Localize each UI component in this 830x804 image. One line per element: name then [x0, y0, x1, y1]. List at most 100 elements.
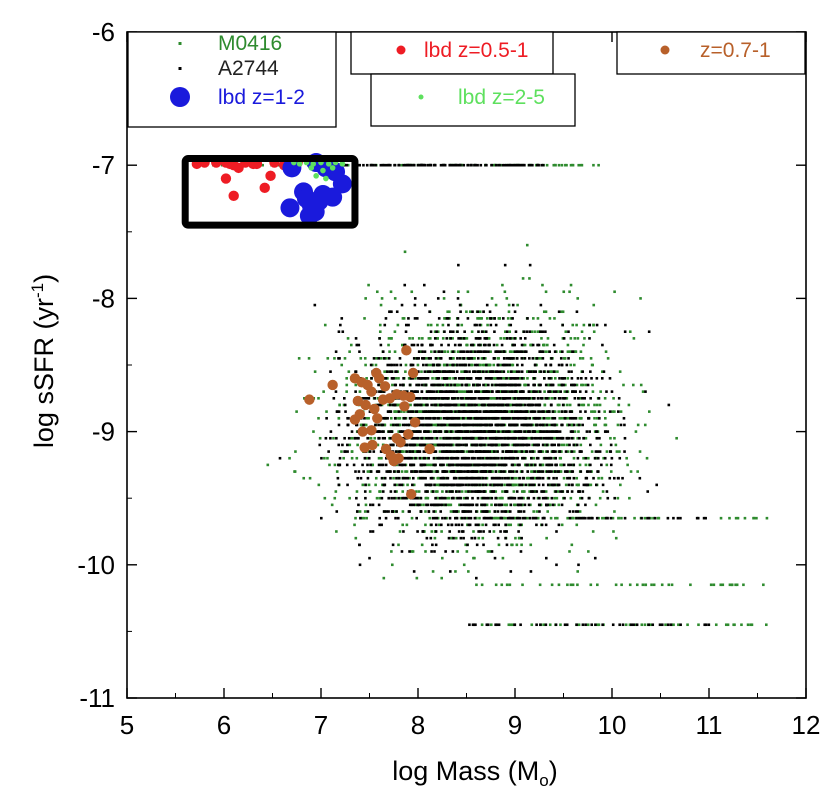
point-a2744	[467, 503, 470, 507]
point-a2744	[445, 450, 449, 453]
point-a2744	[506, 397, 510, 400]
point-a2744	[608, 476, 612, 480]
point-a2744	[409, 443, 412, 447]
point-a2744	[476, 357, 480, 360]
point-m0416	[422, 436, 426, 440]
point-a2744	[386, 470, 390, 473]
point-m0416	[510, 337, 514, 340]
point-a2744	[410, 470, 413, 473]
point-m0416	[649, 516, 652, 520]
point-a2744	[435, 436, 439, 440]
point-m0416	[490, 450, 493, 453]
point-m0416	[611, 410, 614, 413]
point-a2744	[517, 397, 521, 400]
point-a2744	[569, 383, 573, 387]
point-a2744	[543, 456, 547, 460]
point-a2744	[477, 430, 481, 433]
point-m0416	[603, 516, 607, 520]
point-m0416	[494, 583, 498, 587]
point-a2744	[445, 470, 449, 473]
point-a2744	[405, 496, 408, 500]
point-a2744	[477, 530, 480, 533]
point-a2744	[431, 436, 434, 440]
point-m0416	[449, 510, 453, 513]
point-a2744	[541, 350, 545, 353]
point-a2744	[501, 363, 505, 367]
point-a2744	[544, 556, 548, 560]
point-a2744	[559, 490, 562, 493]
point-a2744	[454, 377, 457, 380]
point-m0416	[613, 290, 616, 294]
point-a2744	[495, 410, 499, 413]
point-a2744	[459, 470, 462, 473]
point-a2744	[462, 337, 466, 340]
point-m0416	[412, 483, 416, 487]
point-m0416	[493, 397, 496, 400]
point-m0416	[474, 383, 477, 387]
point-m0416	[639, 383, 643, 387]
point-a2744	[327, 450, 330, 453]
point-a2744	[455, 516, 459, 520]
point-a2744	[462, 403, 466, 407]
point-m0416	[415, 443, 418, 447]
point-a2744	[560, 363, 564, 367]
point-a2744	[445, 317, 449, 320]
point-m0416	[442, 363, 446, 367]
point-m0416	[514, 536, 517, 540]
point-a2744	[514, 377, 517, 380]
point-m0416	[432, 423, 436, 427]
point-a2744	[397, 450, 401, 453]
point-a2744	[523, 357, 527, 360]
point-a2744	[572, 423, 576, 427]
point-a2744	[456, 397, 460, 400]
point-a2744	[414, 390, 418, 393]
point-a2744	[377, 383, 380, 387]
point-m0416	[322, 390, 325, 393]
point-m0416	[437, 357, 440, 360]
point-a2744	[469, 410, 473, 413]
point-m0416	[355, 490, 359, 493]
point-a2744	[480, 490, 483, 493]
point-m0416	[536, 516, 540, 520]
point-a2744	[495, 476, 499, 480]
point-a2744	[408, 383, 412, 387]
point-m0416	[587, 403, 590, 407]
point-a2744	[389, 443, 392, 447]
point-a2744	[452, 403, 456, 407]
point-a2744	[380, 390, 383, 393]
point-a2744	[442, 436, 445, 440]
point-m0416	[541, 463, 545, 467]
point-a2744	[465, 423, 469, 427]
point-m0416	[428, 463, 431, 467]
point-a2744	[473, 430, 477, 433]
point-a2744	[437, 377, 441, 380]
point-a2744	[421, 443, 424, 447]
point-m0416	[390, 337, 393, 340]
point-a2744	[484, 523, 488, 527]
point-a2744	[488, 423, 492, 427]
point-a2744	[387, 496, 391, 500]
point-m0416	[557, 163, 561, 167]
point-a2744	[381, 423, 385, 427]
point-a2744	[558, 436, 561, 440]
point-a2744	[329, 430, 333, 433]
point-m0416	[543, 390, 546, 393]
point-m0416	[496, 496, 499, 500]
point-a2744	[444, 503, 447, 507]
point-m0416	[494, 303, 498, 307]
point-a2744	[437, 363, 441, 367]
point-m0416	[375, 496, 379, 500]
point-a2744	[511, 456, 514, 460]
point-m0416	[542, 623, 546, 627]
point-a2744	[436, 503, 439, 507]
point-m0416	[323, 496, 327, 500]
point-m0416	[643, 516, 647, 520]
point-a2744	[463, 510, 467, 513]
point-a2744	[468, 503, 472, 507]
point-m0416	[571, 583, 575, 587]
point-m0416	[613, 510, 616, 513]
point-m0416	[534, 470, 538, 473]
point-a2744	[511, 416, 515, 420]
point-a2744	[537, 496, 541, 500]
point-a2744	[557, 523, 561, 527]
